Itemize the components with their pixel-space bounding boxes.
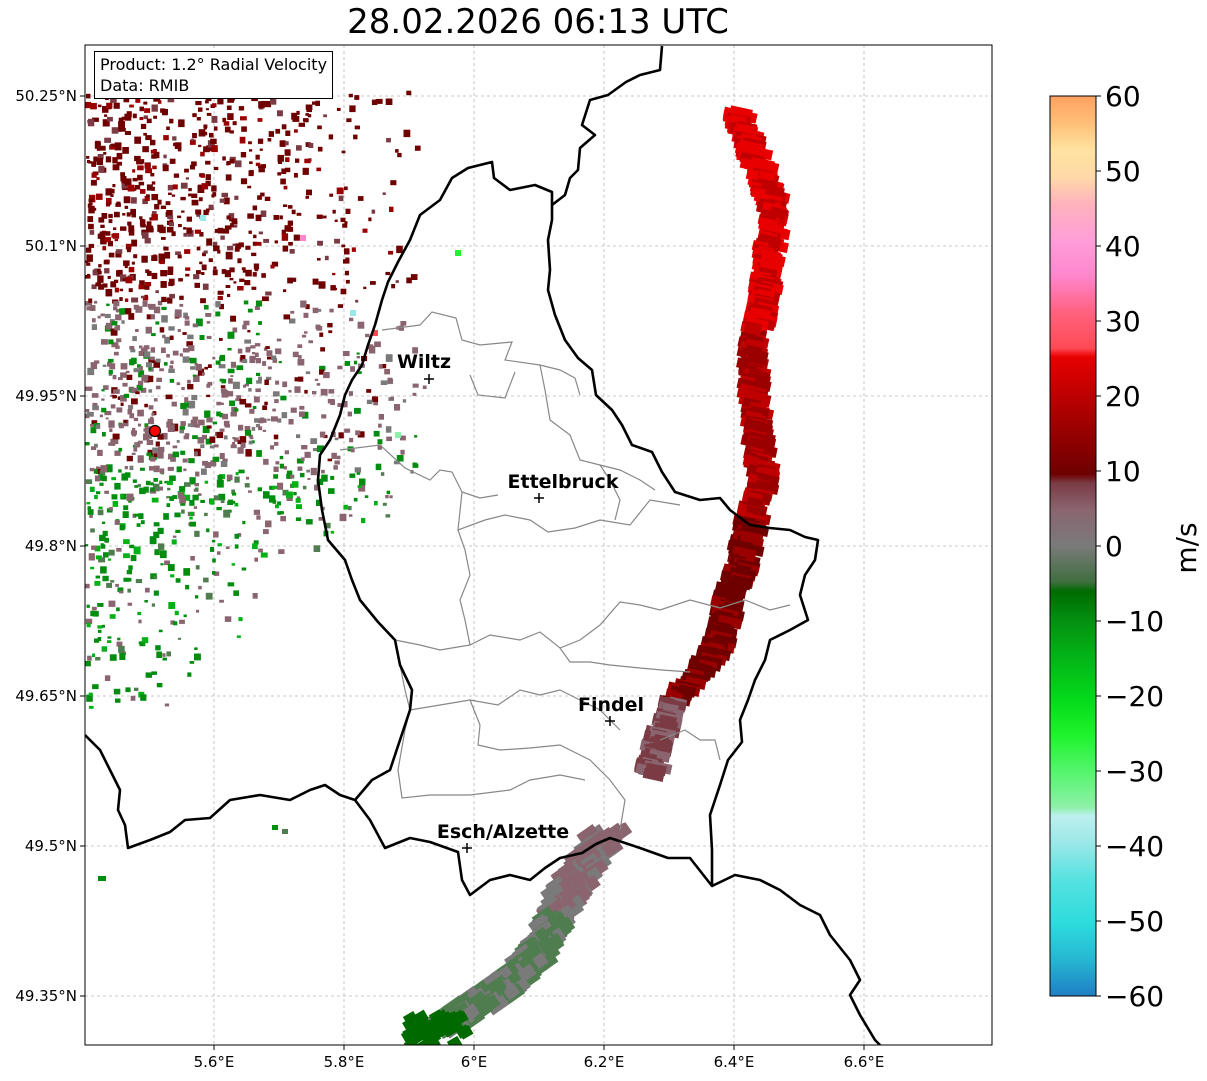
- radar-echoes: [85, 90, 791, 1045]
- plot-frame: [84, 44, 993, 1046]
- belgium-france-border: [85, 734, 356, 850]
- lon-tick-label: 6.4°E: [714, 1053, 755, 1071]
- colorbar-tick-label: 0: [1105, 530, 1123, 563]
- colorbar-tick-label: −60: [1105, 980, 1164, 1013]
- map-title: 28.02.2026 06:13 UTC: [347, 2, 729, 42]
- germany-border-south: [711, 873, 881, 1045]
- city-marker-icon: [462, 843, 472, 853]
- city-label-ettelbruck: Ettelbruck: [508, 471, 619, 493]
- lon-tick-label: 6.6°E: [844, 1053, 885, 1071]
- canton-boundaries: [339, 311, 791, 831]
- colorbar-tick-label: 20: [1105, 380, 1141, 413]
- colorbar-tick-label: −40: [1105, 830, 1164, 863]
- colorbar-tick-label: −10: [1105, 605, 1164, 638]
- colorbar-tick-label: 50: [1105, 155, 1141, 188]
- lon-axis: 5.6°E 5.8°E 6°E 6.2°E 6.4°E 6.6°E: [194, 1045, 885, 1071]
- lat-tick-label: 49.8°N: [25, 537, 77, 555]
- lat-tick-label: 49.35°N: [15, 987, 77, 1005]
- city-findel: Findel: [578, 694, 644, 726]
- lat-tick-label: 50.25°N: [15, 87, 77, 105]
- lat-axis: 50.25°N 50.1°N 49.95°N 49.8°N 49.65°N 49…: [15, 87, 85, 1005]
- city-wiltz: Wiltz: [397, 351, 451, 384]
- lat-tick-label: 50.1°N: [25, 237, 77, 255]
- product-label: Product: 1.2° Radial Velocity: [100, 55, 328, 74]
- lon-tick-label: 6°E: [461, 1053, 488, 1071]
- city-marker-icon: [534, 493, 544, 503]
- lat-tick-label: 49.65°N: [15, 687, 77, 705]
- colorbar-gradient: [1049, 95, 1097, 997]
- city-label-esch-alzette: Esch/Alzette: [437, 821, 569, 843]
- germany-border-north: [551, 45, 664, 207]
- city-label-findel: Findel: [578, 694, 644, 716]
- luxembourg-border: [316, 160, 820, 897]
- colorbar: 60 50 40 30 20 10 0 −10 −20 −30 −40 −50 …: [1049, 80, 1203, 1013]
- lat-tick-label: 49.5°N: [25, 837, 77, 855]
- colorbar-tick-label: 40: [1105, 230, 1141, 263]
- info-box: Product: 1.2° Radial Velocity Data: RMIB: [94, 51, 334, 99]
- colorbar-tick-label: −30: [1105, 755, 1164, 788]
- city-label-wiltz: Wiltz: [397, 351, 451, 373]
- city-ettelbruck: Ettelbruck: [508, 471, 619, 503]
- radar-site-marker: [148, 424, 162, 438]
- colorbar-unit-label: m/s: [1170, 522, 1203, 573]
- lon-tick-label: 6.2°E: [584, 1053, 625, 1071]
- data-source-label: Data: RMIB: [100, 76, 190, 95]
- city-marker-icon: [605, 716, 615, 726]
- colorbar-tick-label: −20: [1105, 680, 1164, 713]
- lon-tick-label: 5.8°E: [324, 1053, 365, 1071]
- lon-tick-label: 5.6°E: [194, 1053, 235, 1071]
- city-marker-icon: [424, 374, 434, 384]
- city-markers: Wiltz Ettelbruck Findel Esch/Alzette: [397, 351, 644, 853]
- colorbar-tick-label: 10: [1105, 455, 1141, 488]
- colorbar-tick-label: −50: [1105, 905, 1164, 938]
- city-esch-alzette: Esch/Alzette: [437, 821, 569, 853]
- colorbar-tick-label: 60: [1105, 80, 1141, 113]
- colorbar-tick-label: 30: [1105, 305, 1141, 338]
- lat-tick-label: 49.95°N: [15, 387, 77, 405]
- national-borders: [85, 45, 881, 1045]
